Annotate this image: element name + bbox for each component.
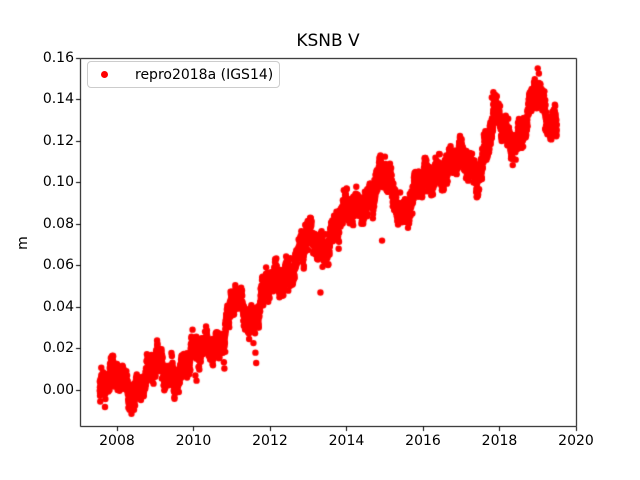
x-tick-label: 2012: [252, 433, 288, 449]
legend-label: repro2018a (IGS14): [135, 66, 274, 83]
y-tick-label: 0.08: [42, 215, 74, 232]
y-tick-label: 0.00: [42, 381, 74, 398]
x-tick-label: 2018: [481, 433, 518, 449]
x-tick-label: 2008: [99, 433, 135, 449]
y-tick-label: 0.02: [42, 340, 74, 357]
y-tick-label: 0.16: [42, 50, 74, 66]
y-axis-label: m: [14, 236, 31, 250]
chart-title: KSNB V: [296, 31, 360, 51]
legend: repro2018a (IGS14): [87, 61, 280, 88]
x-tick-label: 2014: [328, 433, 365, 449]
y-tick-label: 0.14: [42, 91, 74, 108]
y-tick-label: 0.04: [42, 298, 74, 315]
y-tick-label: 0.06: [42, 257, 74, 274]
legend-marker-icon: [101, 71, 108, 78]
y-tick-label: 0.12: [42, 132, 74, 149]
y-tick-label: 0.10: [42, 174, 74, 191]
x-tick-label: 2016: [405, 433, 441, 449]
x-tick-label: 2020: [558, 433, 594, 449]
x-tick-label: 2010: [175, 433, 212, 449]
